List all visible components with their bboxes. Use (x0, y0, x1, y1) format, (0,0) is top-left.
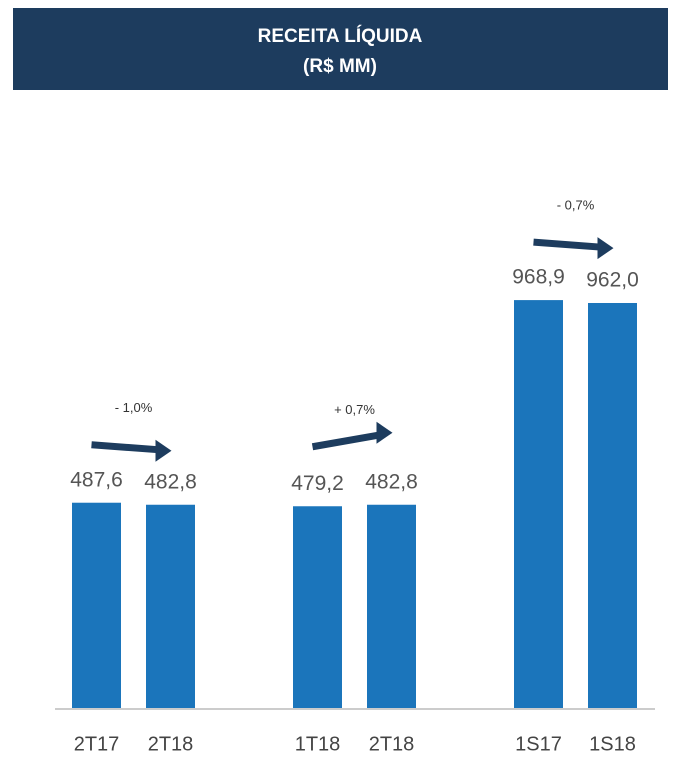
x-tick-label: 2T17 (74, 733, 120, 755)
header-box (13, 8, 668, 90)
bar (146, 504, 195, 708)
x-tick-label: 1S18 (589, 733, 636, 755)
bar (293, 506, 342, 708)
arrow-shaft (533, 238, 602, 251)
chart-subtitle: (R$ MM) (303, 56, 377, 77)
x-tick-label: 2T18 (148, 733, 194, 755)
value-label: 482,8 (144, 470, 197, 493)
chart-title: RECEITA LÍQUIDA (258, 25, 423, 47)
x-tick-label: 1S17 (515, 733, 562, 755)
arrow-shaft (311, 431, 382, 451)
annotation: - 1,0% (115, 400, 153, 415)
x-tick-label: 1T18 (295, 733, 341, 755)
bar (514, 300, 563, 708)
value-label: 482,8 (365, 470, 418, 493)
annotation: - 0,7% (557, 198, 595, 213)
arrow-shaft (91, 441, 160, 454)
value-label: 962,0 (586, 269, 639, 292)
arrow-head (597, 237, 614, 260)
bar (72, 502, 121, 708)
x-tick-label: 2T18 (369, 733, 415, 755)
arrow-head (376, 421, 393, 444)
bar (367, 504, 416, 708)
arrow-head (155, 439, 172, 462)
annotation: + 0,7% (334, 402, 375, 417)
bar (588, 302, 637, 708)
value-label: 487,6 (70, 468, 123, 491)
value-label: 479,2 (291, 472, 344, 495)
value-label: 968,9 (512, 266, 565, 289)
